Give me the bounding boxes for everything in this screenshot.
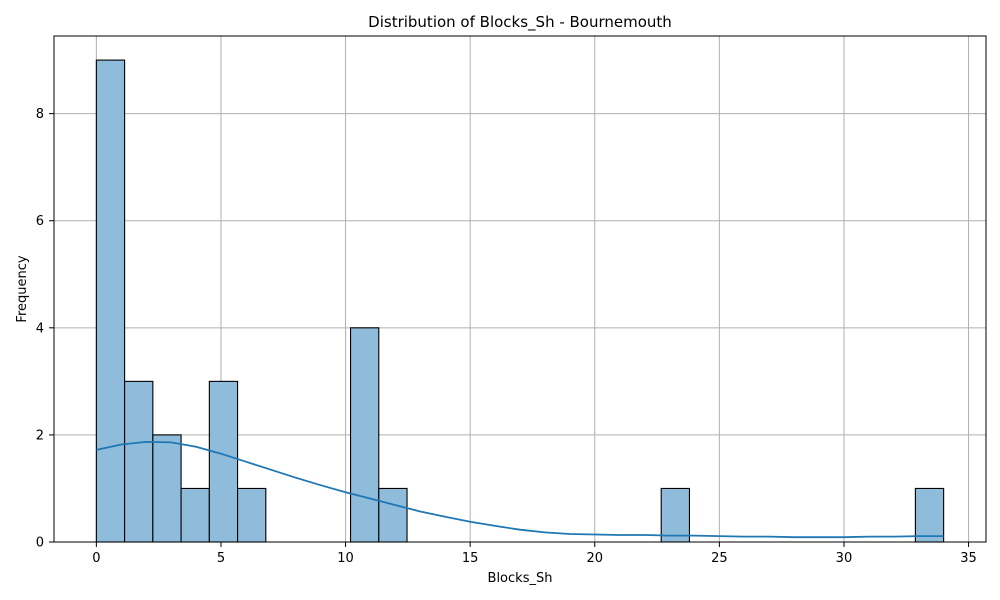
histogram-bars <box>95 59 945 543</box>
x-tick-label: 15 <box>462 551 479 566</box>
kde-curve <box>96 440 944 539</box>
histogram-bar <box>349 327 380 543</box>
histogram-bar <box>378 487 408 543</box>
histogram-bar <box>237 487 267 543</box>
x-tick-label: 20 <box>586 551 603 566</box>
histogram-bar <box>180 487 210 543</box>
y-tick-label: 8 <box>36 107 44 122</box>
x-axis-ticks: 0 5 10 15 20 25 30 35 <box>92 542 977 566</box>
histogram-bar <box>660 487 691 543</box>
y-tick-label: 4 <box>36 321 44 336</box>
x-tick-label: 25 <box>711 551 728 566</box>
chart-title: Distribution of Blocks_Sh - Bournemouth <box>368 13 672 32</box>
x-axis-label: Blocks_Sh <box>488 571 553 586</box>
kde-line <box>96 440 944 539</box>
y-axis-label: Frequency <box>15 255 30 322</box>
x-tick-label: 35 <box>960 551 977 566</box>
x-tick-label: 5 <box>217 551 225 566</box>
y-tick-label: 2 <box>36 428 44 443</box>
y-tick-label: 6 <box>36 214 44 229</box>
plot-frame <box>53 35 987 543</box>
grid <box>54 36 986 543</box>
histogram-bar <box>914 487 945 543</box>
y-axis-ticks: 0 2 4 6 8 <box>36 107 54 551</box>
histogram-bar <box>208 380 239 543</box>
x-tick-label: 30 <box>836 551 853 566</box>
x-tick-label: 0 <box>92 551 100 566</box>
histogram-bar <box>95 59 126 543</box>
y-tick-label: 0 <box>36 536 44 551</box>
x-tick-label: 10 <box>337 551 354 566</box>
histogram-bar <box>152 434 182 543</box>
histogram-bar <box>124 380 154 543</box>
